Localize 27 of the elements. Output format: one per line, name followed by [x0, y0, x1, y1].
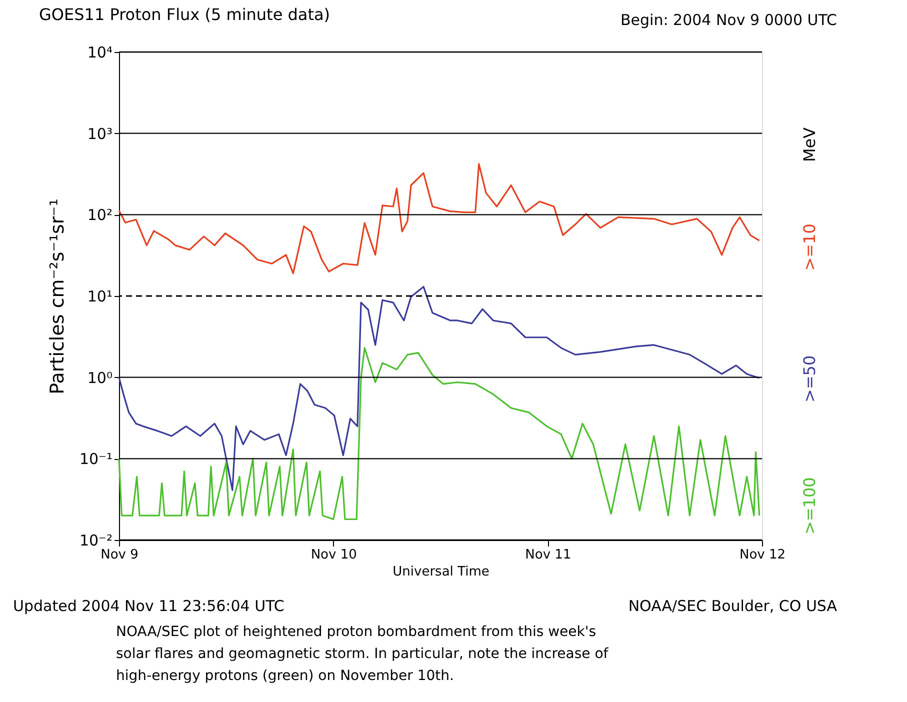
text: NOAA/SEC plot of heightened proton bombardment from this week's: [116, 624, 596, 640]
line-series: [118, 163, 760, 274]
y-tick-label: 10²: [87, 206, 112, 224]
x-tick-label: Nov 10: [310, 548, 357, 562]
chart-title: GOES11 Proton Flux (5 minute data): [39, 5, 330, 24]
line-series: [118, 286, 760, 491]
text: >=10: [800, 224, 819, 271]
line-series: [118, 347, 760, 520]
y-tick-label: 10¹: [87, 288, 112, 306]
y-tick-label: 10⁻²: [79, 532, 112, 550]
y-tick-label: 10⁴: [87, 44, 112, 62]
text: solar flares and geomagnetic storm. In particular, note the increase of: [116, 646, 610, 662]
x-tick-label: Nov 11: [525, 548, 572, 562]
text: high-energy protons (green) on November 10th.: [116, 668, 454, 684]
y-axis-title: Particles cm⁻²s⁻¹sr⁻¹: [46, 198, 68, 394]
text: >=50: [800, 355, 819, 403]
y-tick-label: 10⁻¹: [79, 450, 112, 468]
x-tick-label: Nov 12: [739, 548, 786, 562]
legend-title: MeV: [800, 127, 819, 162]
text: Updated 2004 Nov 11 23:56:04 UTC: [13, 597, 284, 615]
y-tick-label: 10⁰: [87, 368, 112, 387]
text: Begin: 2004 Nov 9 0000 UTC: [620, 11, 837, 29]
x-axis-title: Universal Time: [392, 564, 490, 580]
text: >=100: [800, 477, 819, 535]
text: NOAA/SEC Boulder, CO USA: [628, 597, 838, 615]
y-tick-label: 10³: [87, 124, 112, 143]
x-tick-label: Nov 9: [100, 548, 138, 562]
